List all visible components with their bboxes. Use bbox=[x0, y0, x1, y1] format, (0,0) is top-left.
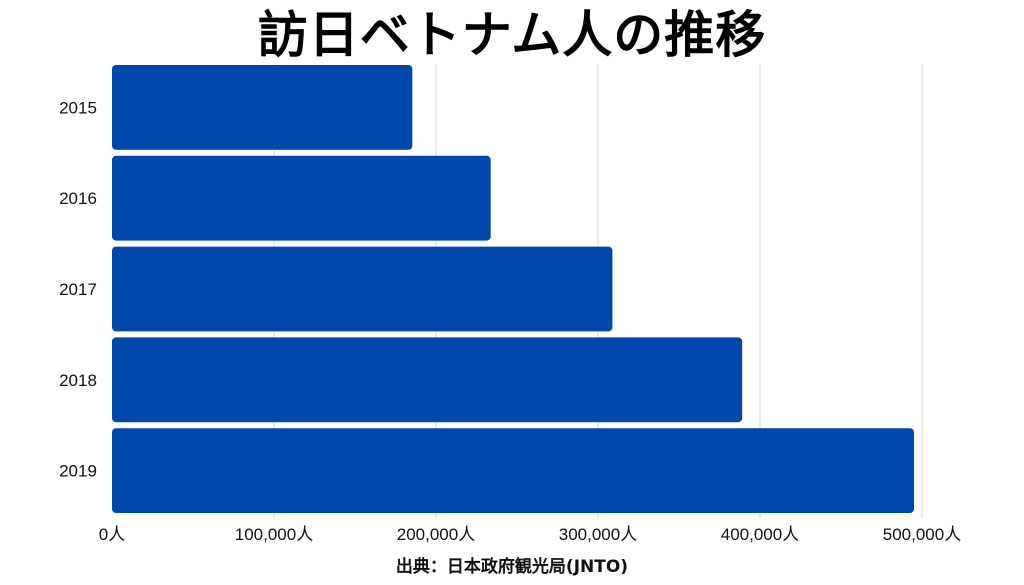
chart-title: 訪日ベトナム人の推移 bbox=[257, 6, 767, 64]
bars bbox=[112, 65, 914, 513]
bar-2018 bbox=[112, 337, 743, 423]
category-labels: 2015 2016 2017 2018 2019 bbox=[59, 98, 97, 480]
bar-2016 bbox=[112, 155, 491, 241]
category-label: 2017 bbox=[59, 280, 97, 299]
x-tick-label: 0人 bbox=[99, 525, 125, 544]
category-label: 2018 bbox=[59, 371, 97, 390]
bar-2015 bbox=[112, 65, 413, 150]
x-tick-label: 300,000人 bbox=[559, 525, 637, 544]
bar-2017 bbox=[112, 246, 613, 332]
x-tick-label: 100,000人 bbox=[235, 525, 313, 544]
source-note: 出典：日本政府観光局(JNTO) bbox=[395, 557, 629, 577]
x-tick-label: 500,000人 bbox=[883, 525, 961, 544]
category-label: 2019 bbox=[59, 462, 97, 481]
category-label: 2016 bbox=[59, 189, 97, 208]
x-tick-label: 400,000人 bbox=[721, 525, 799, 544]
x-tick-label: 200,000人 bbox=[397, 525, 475, 544]
bar-2019 bbox=[112, 428, 914, 513]
category-label: 2015 bbox=[59, 98, 97, 117]
x-axis-tick-labels: 0人 100,000人 200,000人 300,000人 400,000人 500,00… bbox=[99, 525, 961, 544]
